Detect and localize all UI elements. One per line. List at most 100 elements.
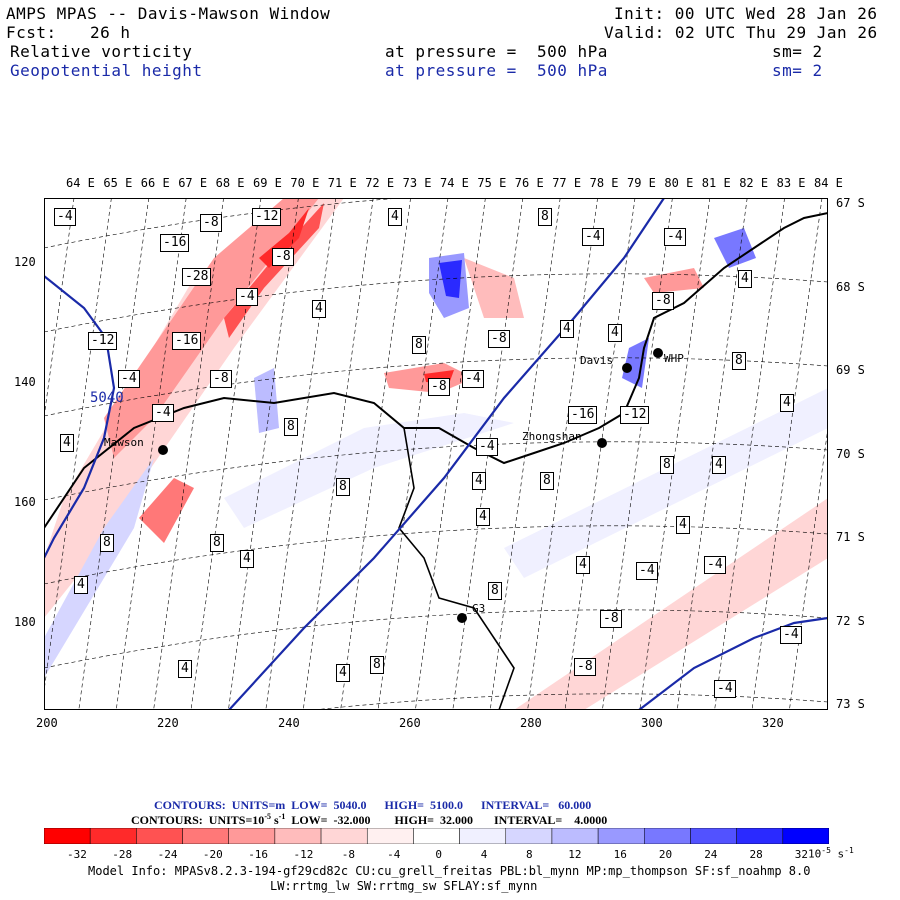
vorticity-contour-label: -12 — [620, 406, 650, 424]
valid-time: Valid: 02 UTC Thu 29 Jan 26 — [604, 23, 878, 42]
vorticity-contour-label: 8 — [336, 478, 350, 496]
vorticity-contour-label: 4 — [738, 270, 752, 288]
vorticity-contour-label: -12 — [252, 208, 282, 226]
colorbar-swatch — [136, 828, 183, 844]
lon-label: 78 E — [589, 176, 619, 190]
vorticity-contour-info: CONTOURS: UNITS=10-5 s-1 LOW= -32.000 HI… — [131, 812, 608, 827]
colorbar-swatch — [228, 828, 276, 844]
lon-label: 80 E — [664, 176, 694, 190]
lon-label: 67 E — [178, 176, 208, 190]
lon-label: 64 E — [66, 176, 95, 190]
colorbar-label: -24 — [157, 848, 178, 861]
field2-level: at pressure = 500 hPa — [385, 61, 608, 80]
vorticity-contour-label: 8 — [538, 208, 552, 226]
field1-level: at pressure = 500 hPa — [385, 42, 608, 61]
coastline — [44, 212, 828, 529]
positive-vorticity-shading — [44, 228, 828, 678]
vorticity-contour-label: 4 — [712, 456, 726, 474]
colorbar-swatch — [274, 828, 322, 844]
field2-name: Geopotential height — [10, 61, 203, 80]
colorbar-swatch — [366, 828, 414, 844]
vorticity-contour-label: -16 — [160, 234, 190, 252]
colorbar-swatch — [782, 828, 829, 844]
colorbar-label: 8 — [526, 848, 533, 861]
colorbar-label: 28 — [749, 848, 763, 861]
y-tick: 120 — [14, 255, 36, 269]
vorticity-contour-label: -8 — [210, 370, 232, 388]
colorbar-label: 24 — [704, 848, 718, 861]
vorticity-contour-label: -4 — [236, 288, 258, 306]
ice-shelf-edge — [398, 427, 515, 710]
x-tick: 240 — [278, 716, 300, 730]
vorticity-contour-label: 4 — [676, 516, 690, 534]
vorticity-contour-label: 4 — [472, 472, 486, 490]
lat-label: 69 S — [836, 363, 865, 377]
colorbar-swatch — [551, 828, 599, 844]
vorticity-contour-label: -8 — [428, 378, 450, 396]
lon-label: 66 E — [140, 176, 170, 190]
lon-label: 71 E — [327, 176, 357, 190]
colorbar-swatch — [44, 828, 91, 844]
vorticity-contour-label: -8 — [652, 292, 674, 310]
vorticity-contour-label: 4 — [240, 550, 254, 568]
lon-label: 76 E — [514, 176, 544, 190]
vorticity-contour-label: -4 — [462, 370, 484, 388]
vorticity-contour-label: 4 — [560, 320, 574, 338]
vorticity-contour-label: 4 — [388, 208, 402, 226]
colorbar-label: 12 — [568, 848, 582, 861]
model-info-line2: LW:rrtmg_lw SW:rrtmg_sw SFLAY:sf_mynn — [270, 879, 538, 893]
vorticity-contour-label: 8 — [660, 456, 674, 474]
lon-label: 74 E — [440, 176, 469, 190]
colorbar-label: 20 — [658, 848, 673, 861]
colorbar-swatch — [644, 828, 691, 844]
vorticity-contour-label: 4 — [336, 664, 350, 682]
station-g3: G3 — [472, 602, 486, 615]
station-mawson: Mawson — [104, 436, 144, 449]
vorticity-contour-label: 4 — [476, 508, 490, 526]
station-whp: WHP — [664, 352, 684, 365]
vorticity-contour-label: 4 — [312, 300, 326, 318]
lat-label: 68 S — [836, 279, 865, 294]
vorticity-contour-label: -8 — [200, 214, 222, 232]
colorbar-label: 0 — [435, 848, 443, 861]
vorticity-contour-label: 8 — [412, 336, 426, 354]
colorbar-swatch — [505, 828, 553, 844]
vorticity-map[interactable] — [44, 198, 828, 710]
colorbar-swatch — [182, 828, 229, 844]
model-info-line1: Model Info: MPASv8.2.3-194-gf29cd82c CU:… — [88, 864, 811, 878]
colorbar-label: -32 — [67, 848, 87, 861]
lat-label: 67 S — [836, 196, 865, 210]
colorbar-swatch — [89, 828, 137, 844]
colorbar-label: -12 — [293, 848, 314, 861]
vorticity-contour-label: -16 — [172, 332, 202, 350]
colorbar-label: -8 — [341, 848, 356, 861]
field2-smooth: sm= 2 — [772, 61, 823, 80]
vorticity-contour-label: -4 — [476, 438, 498, 456]
vorticity-contour-label: 4 — [74, 576, 88, 594]
lon-label: 77 E — [552, 176, 582, 190]
vorticity-contour-label: 8 — [210, 534, 224, 552]
init-time: Init: 00 UTC Wed 28 Jan 26 — [614, 4, 878, 23]
vorticity-contour-label: 4 — [608, 324, 622, 342]
forecast-label: Fcst: — [6, 23, 57, 42]
station-davis: Davis — [580, 354, 614, 367]
vorticity-contour-label: -4 — [582, 228, 604, 246]
vorticity-contour-label: -4 — [152, 404, 174, 422]
graticule — [44, 198, 828, 710]
vorticity-contour-label: 4 — [178, 660, 192, 678]
lon-label: 75 E — [477, 176, 507, 190]
lon-label: 65 E — [103, 176, 133, 190]
height-contour-label: 5040 — [90, 390, 124, 406]
vorticity-contour-label: 8 — [488, 582, 502, 600]
y-tick: 160 — [14, 495, 36, 509]
vorticity-contour-label: 8 — [284, 418, 298, 436]
vorticity-contour-label: -4 — [704, 556, 726, 574]
colorbar-label: -20 — [202, 848, 223, 861]
vorticity-contour-label: 4 — [780, 394, 794, 412]
vorticity-contour-label: 8 — [370, 656, 384, 674]
lon-label: 82 E — [739, 176, 769, 190]
vorticity-contour-label: 8 — [540, 472, 554, 490]
y-tick: 140 — [14, 375, 36, 389]
vorticity-contour-label: 8 — [100, 534, 114, 552]
colorbar-swatch — [690, 828, 737, 844]
